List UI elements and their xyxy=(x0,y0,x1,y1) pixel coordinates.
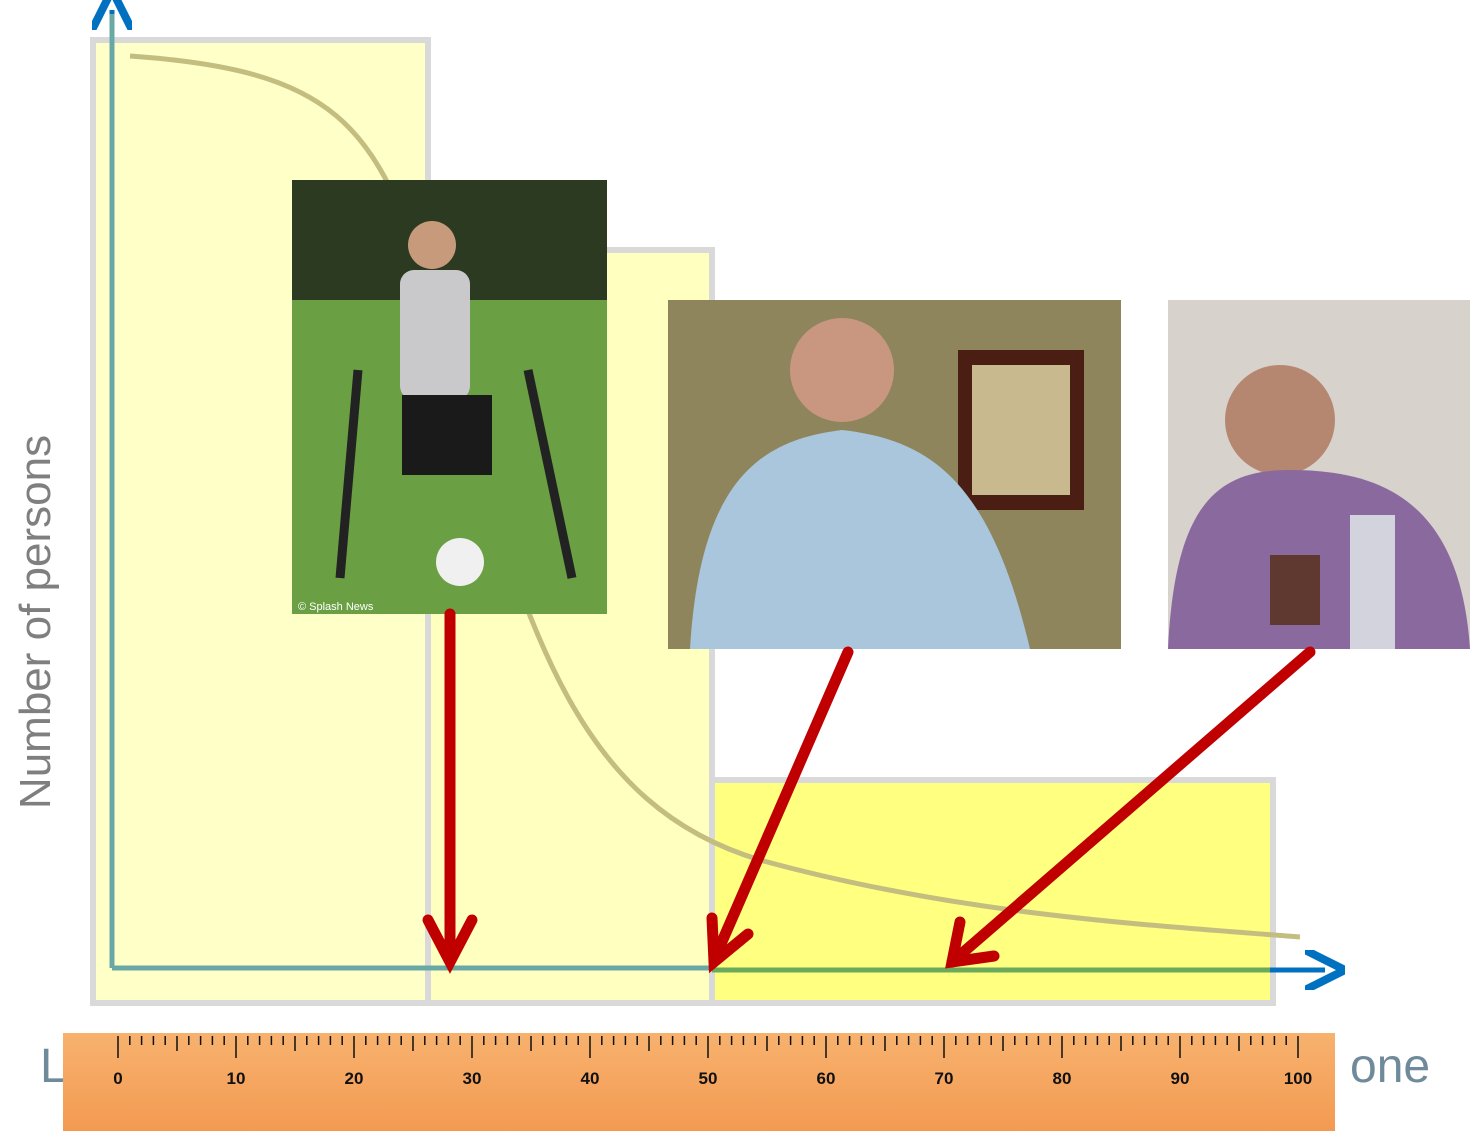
photo-credit: © Splash News xyxy=(298,601,374,613)
photo-drinker xyxy=(1168,300,1470,649)
x-axis-label: one xyxy=(1350,1040,1430,1093)
ruler-label: 10 xyxy=(227,1069,246,1088)
ruler-label: 80 xyxy=(1053,1069,1072,1088)
x-axis-label: L xyxy=(40,1040,67,1093)
y-axis-label: Number of persons xyxy=(11,435,60,809)
arrow xyxy=(708,646,854,966)
ruler xyxy=(63,1033,1335,1131)
arrowhead xyxy=(945,916,1000,969)
ruler-label: 40 xyxy=(581,1069,600,1088)
photo-amputee: © Splash News xyxy=(292,180,607,614)
ruler-label: 60 xyxy=(817,1069,836,1088)
ruler-label: 50 xyxy=(699,1069,718,1088)
arrowhead xyxy=(422,914,478,974)
band-3 xyxy=(709,777,1276,1006)
arrowhead xyxy=(706,912,754,974)
ruler-label: 30 xyxy=(463,1069,482,1088)
photo-hand xyxy=(668,300,1121,649)
ruler-label: 20 xyxy=(345,1069,364,1088)
ruler-label: 0 xyxy=(113,1069,122,1088)
curve xyxy=(129,53,1301,940)
arrow xyxy=(946,646,1316,968)
ruler-label: 90 xyxy=(1171,1069,1190,1088)
ruler-label: 70 xyxy=(935,1069,954,1088)
ruler-label: 100 xyxy=(1284,1069,1312,1088)
